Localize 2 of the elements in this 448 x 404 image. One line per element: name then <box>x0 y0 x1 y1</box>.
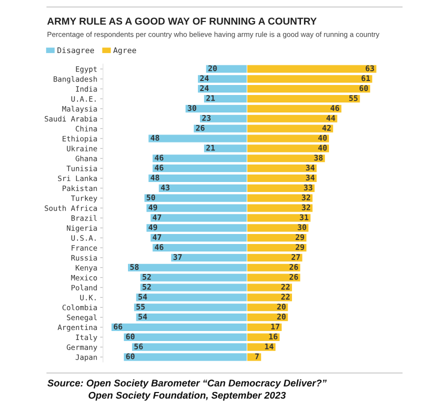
source-note: Source: Open Society Barometer “Can Democracy Deliver?” Open Society Foundation, September 2023 <box>47 379 327 401</box>
chart-title: ARMY RULE AS A GOOD WAY OF RUNNING A COUNTRY <box>47 18 317 25</box>
